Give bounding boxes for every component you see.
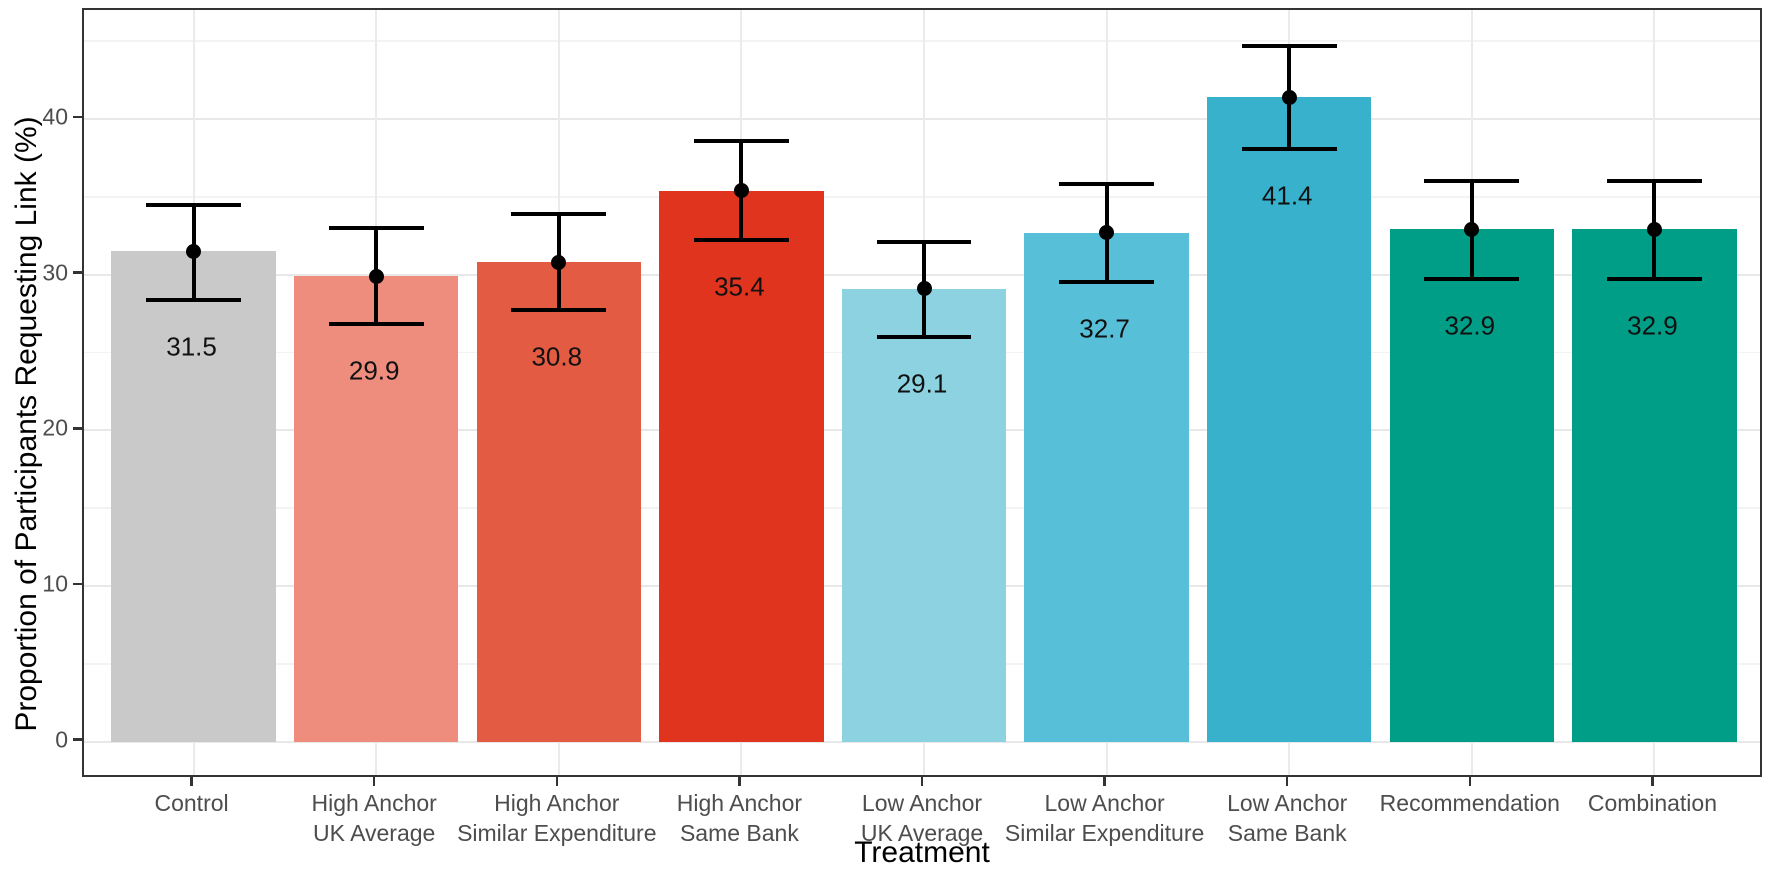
x-tick-label-line: Low Anchor bbox=[1044, 790, 1165, 816]
mean-point bbox=[368, 268, 384, 284]
y-axis-tick bbox=[73, 582, 82, 586]
error-bar-cap-bottom bbox=[511, 308, 607, 313]
bar bbox=[841, 288, 1007, 742]
plot-panel bbox=[82, 8, 1762, 777]
x-axis-tick bbox=[1103, 777, 1106, 786]
y-tick-label: 40 bbox=[42, 103, 68, 130]
mean-point bbox=[186, 243, 202, 259]
x-tick-label-line: Similar Expenditure bbox=[457, 820, 657, 846]
x-tick-label: Combination bbox=[1588, 788, 1717, 818]
error-bar-cap-top bbox=[146, 202, 242, 207]
y-axis-tick bbox=[73, 115, 82, 119]
error-bar-cap-bottom bbox=[1606, 277, 1702, 282]
x-tick-label: Low Anchor UK Average bbox=[861, 788, 983, 848]
x-tick-label: Control bbox=[154, 788, 228, 818]
error-bar-cap-top bbox=[1059, 182, 1155, 187]
error-bar-cap-bottom bbox=[693, 238, 789, 243]
y-axis-tick bbox=[73, 427, 82, 430]
bar bbox=[476, 262, 641, 742]
x-tick-label: High Anchor UK Average bbox=[312, 788, 437, 848]
bar-value-label: 32.9 bbox=[1444, 310, 1496, 341]
bar bbox=[294, 276, 459, 742]
bar-value-label: 32.7 bbox=[1079, 313, 1130, 344]
error-bar-cap-top bbox=[328, 225, 424, 230]
x-tick-label-line: Same Bank bbox=[1227, 820, 1347, 846]
error-bar-cap-top bbox=[511, 211, 607, 216]
bar-value-label: 29.1 bbox=[896, 368, 948, 399]
bar-value-label: 30.8 bbox=[531, 341, 583, 372]
x-tick-label: High Anchor Same Bank bbox=[677, 788, 802, 848]
bar-value-label: 29.9 bbox=[348, 355, 400, 386]
mean-point bbox=[1464, 221, 1480, 237]
x-axis-tick bbox=[1651, 777, 1654, 786]
x-tick-label-line: UK Average bbox=[313, 820, 436, 846]
error-bar-cap-top bbox=[876, 239, 972, 244]
x-tick-label-line: Low Anchor bbox=[1227, 790, 1348, 816]
x-tick-label: Recommendation bbox=[1380, 788, 1560, 818]
error-bar-cap-bottom bbox=[328, 322, 424, 327]
y-gridline-minor bbox=[84, 196, 1760, 198]
mean-point bbox=[733, 183, 749, 199]
y-tick-label: 20 bbox=[42, 414, 68, 441]
mean-point bbox=[916, 281, 932, 297]
y-gridline-minor bbox=[84, 40, 1760, 42]
x-tick-label: Low Anchor Similar Expenditure bbox=[1005, 788, 1204, 848]
x-tick-label-line: Combination bbox=[1587, 790, 1717, 816]
x-axis-tick bbox=[738, 777, 741, 786]
error-bar-cap-bottom bbox=[1241, 146, 1337, 151]
error-bar-cap-bottom bbox=[1059, 280, 1155, 285]
bar bbox=[1207, 97, 1372, 742]
x-tick-label-line: Same Bank bbox=[679, 820, 799, 846]
mean-point bbox=[1646, 221, 1662, 237]
y-gridline-major bbox=[84, 740, 1760, 743]
mean-point bbox=[1099, 225, 1115, 241]
x-tick-label-line: High Anchor bbox=[676, 790, 803, 816]
error-bar-cap-top bbox=[1424, 179, 1520, 184]
bar-value-label: 31.5 bbox=[166, 331, 217, 362]
bar bbox=[111, 251, 276, 742]
x-axis-tick bbox=[1285, 777, 1289, 786]
x-tick-label-line: Similar Expenditure bbox=[1004, 820, 1205, 846]
error-bar-cap-bottom bbox=[1424, 277, 1520, 282]
x-tick-label-line: Low Anchor bbox=[861, 790, 983, 816]
x-axis-tick bbox=[1468, 777, 1472, 786]
bar-value-label: 41.4 bbox=[1261, 180, 1313, 211]
mean-point bbox=[1281, 89, 1297, 105]
bar bbox=[1389, 229, 1554, 742]
y-axis-tick bbox=[73, 271, 82, 274]
x-tick-label-line: High Anchor bbox=[311, 790, 437, 816]
bar bbox=[1572, 229, 1737, 742]
mean-point bbox=[551, 254, 567, 270]
x-axis-tick bbox=[920, 777, 924, 786]
error-bar-cap-bottom bbox=[876, 334, 972, 339]
x-axis-tick bbox=[372, 777, 376, 786]
y-tick-label: 30 bbox=[42, 259, 68, 286]
x-tick-label-line: Recommendation bbox=[1379, 790, 1560, 816]
error-bar-cap-top bbox=[1241, 43, 1337, 48]
bar-value-label: 35.4 bbox=[714, 271, 765, 302]
x-tick-label-line: High Anchor bbox=[494, 790, 620, 816]
error-bar-cap-top bbox=[693, 138, 789, 143]
x-tick-label: Low Anchor Same Bank bbox=[1227, 788, 1347, 848]
error-bar-cap-bottom bbox=[146, 297, 242, 302]
x-tick-label-line: Control bbox=[154, 790, 229, 816]
x-axis-tick bbox=[190, 777, 193, 786]
x-axis-tick bbox=[555, 777, 559, 786]
error-bar-cap-top bbox=[1606, 179, 1702, 184]
y-axis-tick bbox=[73, 738, 82, 741]
bar bbox=[659, 190, 824, 742]
bar bbox=[1024, 232, 1189, 742]
x-tick-label: High Anchor Similar Expenditure bbox=[457, 788, 656, 848]
y-tick-label: 10 bbox=[42, 570, 68, 597]
y-tick-label: 0 bbox=[55, 726, 68, 753]
bar-value-label: 32.9 bbox=[1627, 310, 1678, 341]
x-tick-label-line: UK Average bbox=[860, 820, 984, 846]
x-axis-title: Treatment bbox=[854, 836, 990, 869]
y-gridline-major bbox=[84, 117, 1760, 120]
